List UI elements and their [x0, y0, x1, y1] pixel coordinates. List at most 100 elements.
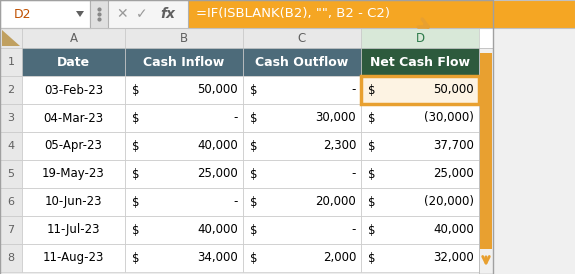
- Text: -: -: [352, 224, 356, 236]
- Text: 1: 1: [7, 57, 14, 67]
- Text: 2: 2: [7, 85, 14, 95]
- Text: fx: fx: [160, 7, 175, 21]
- Text: 32,000: 32,000: [433, 252, 474, 264]
- Text: 40,000: 40,000: [197, 139, 238, 153]
- Text: 03-Feb-23: 03-Feb-23: [44, 84, 103, 96]
- Bar: [22, 76, 125, 104]
- Bar: [243, 160, 361, 188]
- Bar: [243, 132, 361, 160]
- Text: 4: 4: [7, 141, 14, 151]
- Text: 25,000: 25,000: [197, 167, 238, 181]
- Bar: [0, 132, 22, 160]
- Text: C: C: [298, 32, 306, 44]
- Bar: [361, 48, 479, 76]
- Bar: [22, 244, 125, 272]
- Text: 50,000: 50,000: [197, 84, 238, 96]
- Text: Cash Inflow: Cash Inflow: [143, 56, 225, 68]
- Bar: [0, 0, 575, 28]
- Bar: [361, 76, 479, 104]
- Text: -: -: [352, 84, 356, 96]
- Bar: [0, 0, 493, 274]
- Bar: [22, 188, 125, 216]
- Text: $: $: [250, 139, 258, 153]
- Bar: [0, 48, 22, 76]
- Bar: [361, 132, 479, 160]
- Text: $: $: [250, 196, 258, 209]
- Text: $: $: [132, 196, 140, 209]
- Text: =IF(ISBLANK(B2), "", B2 - C2): =IF(ISBLANK(B2), "", B2 - C2): [196, 7, 390, 21]
- Bar: [243, 216, 361, 244]
- Bar: [361, 104, 479, 132]
- Bar: [22, 216, 125, 244]
- Bar: [243, 76, 361, 104]
- Text: Cash Outflow: Cash Outflow: [255, 56, 348, 68]
- Bar: [361, 244, 479, 272]
- Text: -: -: [352, 167, 356, 181]
- Bar: [188, 0, 575, 28]
- Bar: [125, 104, 243, 132]
- Text: $: $: [368, 252, 375, 264]
- Text: -: -: [233, 112, 238, 124]
- Bar: [0, 160, 22, 188]
- Bar: [243, 244, 361, 272]
- Bar: [108, 0, 188, 28]
- Text: 19-May-23: 19-May-23: [42, 167, 105, 181]
- Text: 2,300: 2,300: [323, 139, 356, 153]
- Text: (30,000): (30,000): [424, 112, 474, 124]
- Text: Net Cash Flow: Net Cash Flow: [370, 56, 470, 68]
- Bar: [125, 132, 243, 160]
- Text: $: $: [368, 167, 375, 181]
- Text: 7: 7: [7, 225, 14, 235]
- Bar: [361, 188, 479, 216]
- Text: 05-Apr-23: 05-Apr-23: [45, 139, 102, 153]
- Bar: [125, 160, 243, 188]
- Bar: [125, 188, 243, 216]
- Text: 37,700: 37,700: [433, 139, 474, 153]
- Bar: [90, 0, 108, 28]
- Bar: [0, 0, 90, 28]
- Text: ✕: ✕: [116, 7, 128, 21]
- Bar: [125, 28, 243, 48]
- Text: 40,000: 40,000: [197, 224, 238, 236]
- Text: $: $: [132, 224, 140, 236]
- Bar: [0, 188, 22, 216]
- Bar: [0, 104, 22, 132]
- Text: 6: 6: [7, 197, 14, 207]
- Bar: [243, 48, 361, 76]
- Bar: [22, 28, 125, 48]
- Text: 50,000: 50,000: [434, 84, 474, 96]
- Polygon shape: [76, 11, 84, 17]
- Bar: [22, 132, 125, 160]
- Text: A: A: [70, 32, 78, 44]
- Bar: [125, 244, 243, 272]
- Text: $: $: [132, 167, 140, 181]
- Text: $: $: [368, 196, 375, 209]
- Text: B: B: [180, 32, 188, 44]
- Text: 10-Jun-23: 10-Jun-23: [45, 196, 102, 209]
- Bar: [0, 0, 493, 274]
- Bar: [243, 188, 361, 216]
- Text: (20,000): (20,000): [424, 196, 474, 209]
- Text: 3: 3: [7, 113, 14, 123]
- Text: $: $: [368, 84, 375, 96]
- Text: $: $: [132, 112, 140, 124]
- Text: 20,000: 20,000: [315, 196, 356, 209]
- Bar: [361, 76, 479, 104]
- Text: 25,000: 25,000: [433, 167, 474, 181]
- Bar: [0, 244, 22, 272]
- Text: ✓: ✓: [136, 7, 148, 21]
- Bar: [0, 28, 22, 48]
- Text: D: D: [415, 32, 424, 44]
- Bar: [361, 160, 479, 188]
- Bar: [480, 53, 492, 249]
- Bar: [125, 216, 243, 244]
- Bar: [125, 76, 243, 104]
- Text: $: $: [132, 84, 140, 96]
- Text: $: $: [132, 139, 140, 153]
- Text: $: $: [368, 139, 375, 153]
- Text: 11-Jul-23: 11-Jul-23: [47, 224, 100, 236]
- Bar: [22, 48, 125, 76]
- Text: Date: Date: [57, 56, 90, 68]
- Text: 40,000: 40,000: [433, 224, 474, 236]
- Bar: [125, 48, 243, 76]
